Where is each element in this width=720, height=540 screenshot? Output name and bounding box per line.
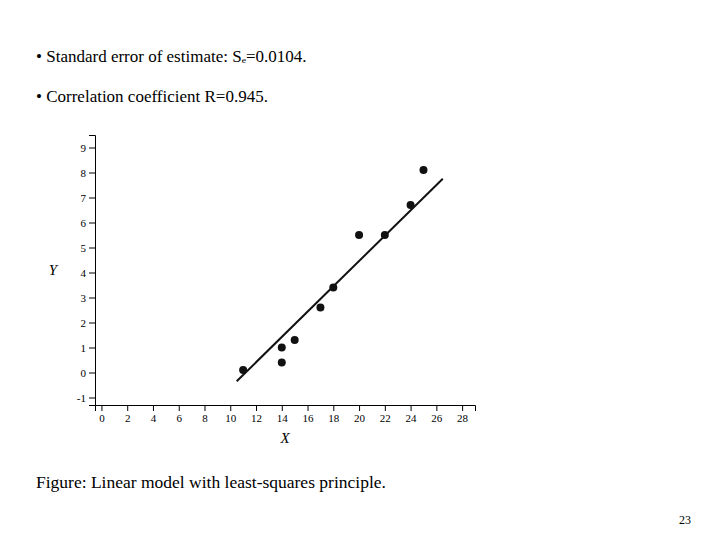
x-axis: 0246810121416182022242628 — [96, 405, 476, 424]
x-tick: 2 — [125, 405, 131, 424]
y-tick: 2 — [81, 317, 96, 329]
x-tick: 22 — [380, 405, 391, 424]
x-tick-mark — [127, 405, 128, 411]
y-tick-mark — [89, 173, 95, 174]
y-tick-label: 7 — [81, 192, 87, 204]
x-tick: 16 — [303, 405, 315, 424]
y-tick-label: 6 — [81, 217, 87, 229]
point — [278, 344, 286, 352]
y-tick-mark — [89, 223, 95, 224]
x-tick-label: 2 — [125, 412, 131, 424]
y-tick-mark — [89, 148, 95, 149]
y-tick-label: 9 — [81, 142, 87, 154]
x-tick: 4 — [151, 405, 157, 424]
x-tick-mark — [436, 405, 437, 411]
x-tick-label: 8 — [202, 412, 208, 424]
x-tick: 24 — [406, 405, 418, 424]
x-tick-label: 26 — [431, 412, 443, 424]
x-tick-label: 4 — [151, 412, 157, 424]
point — [355, 231, 363, 239]
x-tick-label: 14 — [277, 412, 289, 424]
point — [316, 304, 324, 312]
x-tick: 6 — [176, 405, 182, 424]
y-tick-mark — [89, 248, 95, 249]
y-tick: 4 — [81, 267, 96, 279]
y-tick-mark — [89, 323, 95, 324]
x-tick: 14 — [277, 405, 289, 424]
point — [419, 166, 427, 174]
point — [291, 336, 299, 344]
y-tick: 1 — [81, 342, 96, 354]
x-tick: 26 — [431, 405, 443, 424]
bullet: • Standard error of estimate: Sₑ=0.0104. — [36, 47, 307, 66]
x-tick-mark — [333, 405, 334, 411]
x-tick-label: 24 — [406, 412, 418, 424]
x-tick-mark — [411, 405, 412, 411]
x-tick-label: 28 — [457, 412, 469, 424]
x-tick: 18 — [328, 405, 340, 424]
y-tick-label: 8 — [81, 167, 87, 179]
y-tick: -1 — [77, 392, 95, 404]
y-tick: 3 — [81, 292, 96, 304]
y-tick-mark — [89, 373, 95, 374]
x-tick-mark — [179, 405, 180, 411]
x-tick-mark — [308, 405, 309, 411]
x-tick-label: 6 — [176, 412, 182, 424]
y-axis-label: Y — [49, 262, 59, 278]
y-tick-label: 5 — [81, 242, 87, 254]
y-tick: 0 — [81, 367, 96, 379]
x-tick-mark — [359, 405, 360, 411]
x-axis-label: X — [279, 430, 290, 446]
x-tick: 0 — [99, 405, 105, 424]
y-tick-label: 2 — [81, 317, 87, 329]
y-tick-mark — [89, 298, 95, 299]
x-tick-mark — [153, 405, 154, 411]
y-tick: 5 — [81, 242, 96, 254]
y-tick: 7 — [81, 192, 96, 204]
y-tick-mark — [89, 198, 95, 199]
y-tick-mark — [89, 398, 95, 399]
x-tick-label: 16 — [303, 412, 315, 424]
x-tick: 20 — [354, 405, 366, 424]
x-tick-label: 18 — [328, 412, 340, 424]
x-tick-mark — [230, 405, 231, 411]
x-tick-label: 12 — [251, 412, 262, 424]
y-tick-label: 0 — [81, 367, 87, 379]
marks — [237, 166, 443, 381]
regression-line — [237, 179, 443, 382]
x-tick-label: 20 — [354, 412, 366, 424]
y-axis-line — [89, 136, 96, 406]
y-tick-mark — [89, 348, 95, 349]
point — [278, 359, 286, 367]
page-number: 23 — [679, 513, 691, 527]
y-tick: 8 — [81, 167, 96, 179]
y-tick-label: 1 — [81, 342, 87, 354]
y-tick-label: -1 — [77, 392, 86, 404]
x-tick-mark — [462, 405, 463, 411]
x-tick-mark — [256, 405, 257, 411]
y-tick: 9 — [81, 142, 96, 154]
y-tick-mark — [89, 273, 95, 274]
x-tick: 10 — [225, 405, 237, 424]
bullet: • Correlation coefficient R=0.945. — [36, 87, 268, 106]
y-axis: -1 0 1 2 3 4 5 6 7 8 9 — [77, 136, 96, 406]
caption: Figure: Linear model with least-squares … — [36, 472, 386, 492]
x-tick-label: 10 — [225, 412, 237, 424]
x-tick-mark — [385, 405, 386, 411]
x-tick: 8 — [202, 405, 208, 424]
y-tick: 6 — [81, 217, 96, 229]
x-tick-mark — [101, 405, 102, 411]
x-tick: 28 — [457, 405, 469, 424]
x-tick-mark — [204, 405, 205, 411]
x-tick: 12 — [251, 405, 262, 424]
x-tick-label: 22 — [380, 412, 391, 424]
x-tick-mark — [282, 405, 283, 411]
x-axis-line — [96, 406, 476, 412]
y-tick-label: 4 — [81, 267, 87, 279]
chart: • Standard error of estimate: Sₑ=0.0104.… — [0, 0, 720, 540]
y-tick-label: 3 — [81, 292, 87, 304]
x-tick-label: 0 — [99, 412, 105, 424]
